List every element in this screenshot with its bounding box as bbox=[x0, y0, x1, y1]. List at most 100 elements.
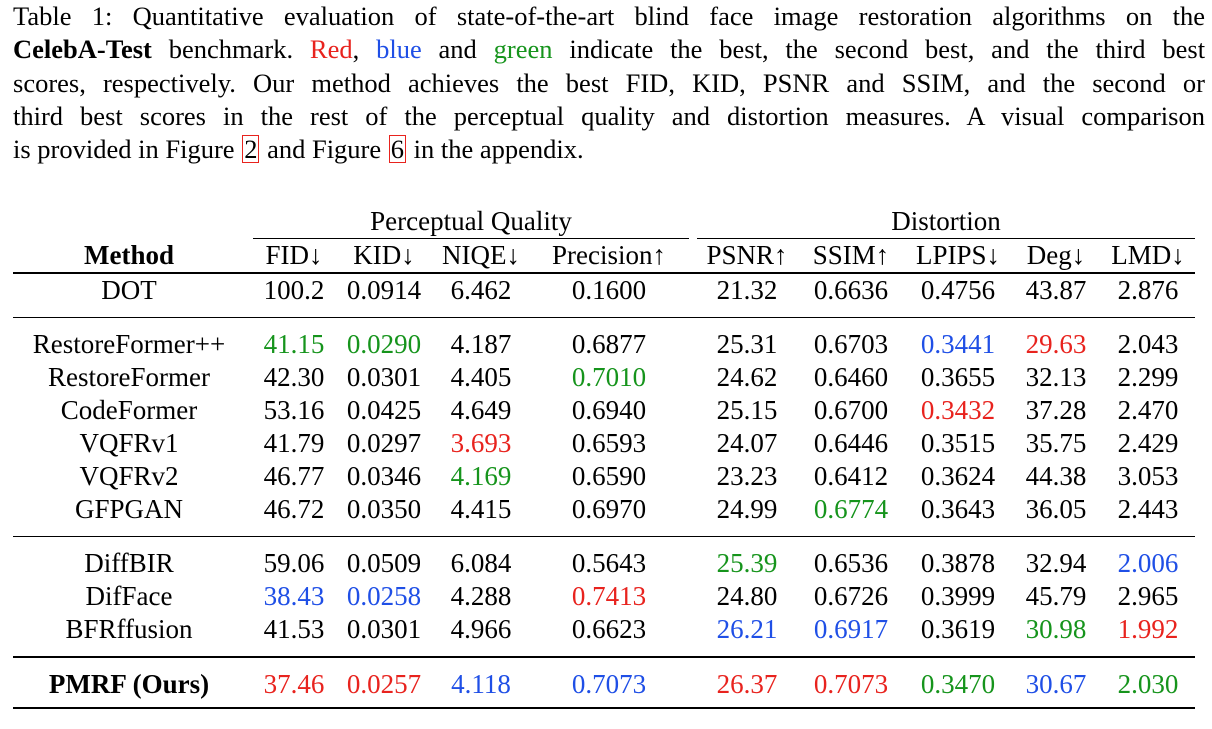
psnr-cell: 26.21 bbox=[716, 614, 778, 644]
precision-cell: 0.6623 bbox=[571, 614, 647, 644]
lmd-cell: 2.443 bbox=[1117, 494, 1179, 524]
niqe-cell: 6.462 bbox=[433, 272, 529, 318]
table-row: VQFRv1 41.79 0.0297 3.693 0.6593 24.07 0.6446 0… bbox=[13, 427, 1195, 460]
ssim-cell: 0.6460 bbox=[813, 362, 889, 392]
deg-cell: 36.05 bbox=[1025, 494, 1087, 524]
lpips-cell: 0.3432 bbox=[920, 395, 996, 425]
fid-cell: 46.77 bbox=[263, 461, 325, 491]
fid-cell: 100.2 bbox=[253, 272, 335, 318]
kid-cell: 0.0257 bbox=[335, 656, 433, 709]
psnr-cell: 25.15 bbox=[716, 395, 778, 425]
deg-cell: 35.75 bbox=[1025, 428, 1087, 458]
psnr-cell: 23.23 bbox=[716, 461, 778, 491]
deg-cell: 32.94 bbox=[1011, 536, 1101, 580]
col-header-method: Method bbox=[84, 239, 174, 270]
precision-cell: 0.6970 bbox=[571, 494, 647, 524]
lpips-cell: 0.3470 bbox=[905, 656, 1011, 709]
fid-cell: 41.79 bbox=[263, 428, 325, 458]
col-header-ssim: SSIM↑ bbox=[812, 240, 890, 270]
psnr-cell: 24.80 bbox=[716, 581, 778, 611]
niqe-cell: 3.693 bbox=[450, 428, 512, 458]
niqe-cell: 4.966 bbox=[450, 614, 512, 644]
table-caption: Table 1: Quantitative evaluation of stat… bbox=[13, 0, 1205, 166]
fid-cell: 41.53 bbox=[263, 614, 325, 644]
col-header-fid: FID↓ bbox=[265, 240, 323, 270]
ssim-cell: 0.6536 bbox=[797, 536, 905, 580]
kid-cell: 0.0297 bbox=[346, 428, 422, 458]
deg-cell: 32.13 bbox=[1025, 362, 1087, 392]
ssim-cell: 0.6412 bbox=[813, 461, 889, 491]
table-row: VQFRv2 46.77 0.0346 4.169 0.6590 23.23 0.6412 0… bbox=[13, 460, 1195, 493]
method-cell: PMRF (Ours) bbox=[13, 656, 245, 709]
fid-cell: 41.15 bbox=[253, 317, 335, 361]
method-cell: BFRffusion bbox=[65, 614, 193, 644]
method-cell: DOT bbox=[13, 272, 245, 318]
kid-cell: 0.0346 bbox=[346, 461, 422, 491]
psnr-cell: 25.31 bbox=[697, 317, 797, 361]
caption-line-4: third best scores in the rest of the per… bbox=[13, 100, 1205, 131]
method-cell: DifFace bbox=[85, 581, 173, 611]
figure-link-6[interactable]: 6 bbox=[388, 134, 407, 165]
precision-cell: 0.6593 bbox=[571, 428, 647, 458]
ssim-cell: 0.6700 bbox=[813, 395, 889, 425]
lpips-cell: 0.3619 bbox=[920, 614, 996, 644]
col-header-niqe: NIQE↓ bbox=[442, 240, 520, 270]
kid-cell: 0.0258 bbox=[346, 581, 422, 611]
fid-cell: 46.72 bbox=[263, 494, 325, 524]
table-row: RestoreFormer++ 41.15 0.0290 4.187 0.6877 25.… bbox=[13, 317, 1195, 361]
table-row: CodeFormer 53.16 0.0425 4.649 0.6940 25.15 0.6… bbox=[13, 394, 1195, 427]
precision-cell: 0.5643 bbox=[529, 536, 689, 580]
fid-cell: 38.43 bbox=[263, 581, 325, 611]
deg-cell: 29.63 bbox=[1011, 317, 1101, 361]
table-row: DifFace 38.43 0.0258 4.288 0.7413 24.80 0.6726… bbox=[13, 580, 1195, 613]
col-header-precision: Precision↑ bbox=[552, 240, 666, 270]
niqe-cell: 4.405 bbox=[450, 362, 512, 392]
lmd-cell: 2.429 bbox=[1117, 428, 1179, 458]
fid-cell: 53.16 bbox=[263, 395, 325, 425]
lpips-cell: 0.3999 bbox=[920, 581, 996, 611]
fid-cell: 37.46 bbox=[253, 656, 335, 709]
col-header-lpips: LPIPS↓ bbox=[915, 240, 1001, 270]
col-header-psnr: PSNR↑ bbox=[706, 240, 788, 270]
precision-cell: 0.6940 bbox=[571, 395, 647, 425]
precision-cell: 0.1600 bbox=[529, 272, 689, 318]
deg-cell: 44.38 bbox=[1025, 461, 1087, 491]
precision-cell: 0.7413 bbox=[571, 581, 647, 611]
group-header-row: Perceptual Quality Distortion bbox=[13, 205, 1195, 239]
lmd-cell: 2.876 bbox=[1101, 272, 1195, 318]
col-header-lmd: LMD↓ bbox=[1111, 240, 1185, 270]
niqe-cell: 4.288 bbox=[450, 581, 512, 611]
lmd-cell: 2.030 bbox=[1101, 656, 1195, 709]
ssim-cell: 0.6726 bbox=[813, 581, 889, 611]
ssim-cell: 0.6774 bbox=[813, 494, 889, 524]
niqe-cell: 6.084 bbox=[433, 536, 529, 580]
precision-cell: 0.7073 bbox=[529, 656, 689, 709]
lpips-cell: 0.3515 bbox=[920, 428, 996, 458]
niqe-cell: 4.415 bbox=[450, 494, 512, 524]
benchmark-name: CelebA-Test bbox=[13, 34, 152, 65]
figure-link-2[interactable]: 2 bbox=[242, 134, 260, 165]
caption-line-1: Table 1: Quantitative evaluation of stat… bbox=[13, 1, 1205, 31]
kid-cell: 0.0301 bbox=[346, 614, 422, 644]
method-cell: RestoreFormer bbox=[48, 362, 210, 392]
deg-cell: 45.79 bbox=[1025, 581, 1087, 611]
col-header-deg: Deg↓ bbox=[1026, 240, 1086, 270]
lmd-cell: 3.053 bbox=[1117, 461, 1179, 491]
precision-cell: 0.6877 bbox=[529, 317, 689, 361]
precision-cell: 0.7010 bbox=[571, 362, 647, 392]
legend-blue: blue bbox=[376, 34, 422, 65]
table-row: DOT 100.2 0.0914 6.462 0.1600 21.32 0.6636 0.47… bbox=[13, 272, 1195, 318]
lpips-cell: 0.4756 bbox=[905, 272, 1011, 318]
precision-cell: 0.6590 bbox=[571, 461, 647, 491]
deg-cell: 30.67 bbox=[1011, 656, 1101, 709]
kid-cell: 0.0425 bbox=[346, 395, 422, 425]
kid-cell: 0.0350 bbox=[346, 494, 422, 524]
lmd-cell: 2.299 bbox=[1117, 362, 1179, 392]
lmd-cell: 1.992 bbox=[1117, 614, 1179, 644]
table-row: GFPGAN 46.72 0.0350 4.415 0.6970 24.99 0.6774 0… bbox=[13, 493, 1195, 537]
table-row: PMRF (Ours) 37.46 0.0257 4.118 0.7073 26.37 0.… bbox=[13, 656, 1195, 709]
deg-cell: 43.87 bbox=[1011, 272, 1101, 318]
table-row: BFRffusion 41.53 0.0301 4.966 0.6623 26.21 0.6… bbox=[13, 613, 1195, 657]
deg-cell: 30.98 bbox=[1025, 614, 1087, 644]
